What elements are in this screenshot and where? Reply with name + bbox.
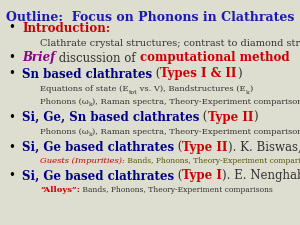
Text: •: •: [8, 52, 15, 65]
Text: computational method: computational method: [140, 52, 289, 65]
Text: •: •: [8, 68, 15, 81]
Text: k: k: [89, 103, 92, 108]
Text: ). K. Biswas, PhD work: ). K. Biswas, PhD work: [228, 140, 300, 153]
Text: Outline:  Focus on Phonons in Clathrates: Outline: Focus on Phonons in Clathrates: [6, 11, 294, 24]
Text: Brief: Brief: [22, 52, 55, 65]
Text: (: (: [152, 68, 160, 81]
Text: •: •: [8, 140, 15, 153]
Text: tot: tot: [128, 90, 137, 94]
Text: •: •: [8, 110, 15, 124]
Text: Guests (Impurities):: Guests (Impurities):: [40, 157, 125, 165]
Text: “Alloys”:: “Alloys”:: [40, 186, 80, 194]
Text: Bands, Phonons, Theory-Experiment comparisons: Bands, Phonons, Theory-Experiment compar…: [80, 186, 273, 194]
Text: ): ): [237, 68, 242, 81]
Text: discussion of: discussion of: [55, 52, 140, 65]
Text: (: (: [174, 169, 182, 182]
Text: (: (: [174, 140, 182, 153]
Text: vs. V), Bandstructures (E: vs. V), Bandstructures (E: [137, 85, 246, 93]
Text: Si, Ge, Sn based clathrates: Si, Ge, Sn based clathrates: [22, 110, 200, 124]
Text: ). E. Nenghabi PhD work: ). E. Nenghabi PhD work: [222, 169, 300, 182]
Text: k: k: [89, 133, 92, 137]
Text: Sn based clathrates: Sn based clathrates: [22, 68, 152, 81]
Text: (: (: [200, 110, 208, 124]
Text: Types I & II: Types I & II: [160, 68, 237, 81]
Text: Clathrate crystal structures; contrast to diamond structure: Clathrate crystal structures; contrast t…: [40, 38, 300, 47]
Text: •: •: [8, 22, 15, 34]
Text: Introduction:: Introduction:: [22, 22, 110, 34]
Text: Type II: Type II: [208, 110, 253, 124]
Text: Type I: Type I: [182, 169, 222, 182]
Text: Bands, Phonons, Theory-Experiment comparisons: Bands, Phonons, Theory-Experiment compar…: [125, 157, 300, 165]
Text: Phonons (ω: Phonons (ω: [40, 98, 89, 106]
Text: k: k: [246, 90, 250, 94]
Text: •: •: [8, 169, 15, 182]
Text: Phonons (ω: Phonons (ω: [40, 128, 89, 136]
Text: ): ): [250, 85, 253, 93]
Text: Equations of state (E: Equations of state (E: [40, 85, 128, 93]
Text: ), Raman spectra, Theory-Experiment comparisons: ), Raman spectra, Theory-Experiment comp…: [92, 98, 300, 106]
Text: Si, Ge based clathrates: Si, Ge based clathrates: [22, 140, 174, 153]
Text: Type II: Type II: [182, 140, 228, 153]
Text: Si, Ge based clathrates: Si, Ge based clathrates: [22, 169, 174, 182]
Text: ), Raman spectra, Theory-Experiment comparisons: ), Raman spectra, Theory-Experiment comp…: [92, 128, 300, 136]
Text: ): ): [253, 110, 258, 124]
